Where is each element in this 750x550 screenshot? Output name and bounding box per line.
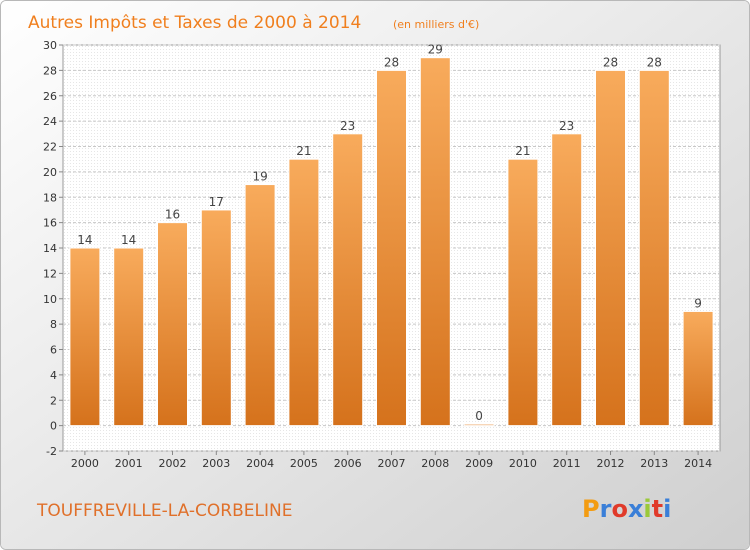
y-tick-label: 24: [43, 115, 57, 128]
logo-letter: i: [643, 495, 651, 523]
data-label: 16: [165, 208, 180, 222]
bar: [157, 222, 188, 427]
x-tick-label: 2010: [509, 457, 537, 470]
logo-letter: r: [600, 495, 612, 523]
data-label: 17: [209, 195, 224, 209]
chart-unit: (en milliers d'€): [393, 18, 479, 31]
y-tick-label: 2: [50, 394, 57, 407]
y-tick-label: 20: [43, 166, 57, 179]
bar: [69, 247, 101, 427]
bar: [551, 133, 583, 427]
x-tick-label: 2004: [246, 457, 274, 470]
bar: [638, 69, 670, 427]
bar: [244, 184, 276, 427]
bar: [507, 158, 539, 427]
data-label: 21: [296, 144, 311, 158]
data-label: 9: [694, 296, 702, 310]
data-label: 19: [252, 170, 267, 184]
bar: [463, 423, 495, 427]
logo-letter: x: [628, 495, 644, 523]
x-tick-label: 2012: [597, 457, 625, 470]
data-label: 21: [515, 144, 530, 158]
bar: [113, 247, 145, 427]
y-tick-label: 26: [43, 90, 57, 103]
bar: [200, 209, 232, 427]
y-tick-label: 10: [43, 293, 57, 306]
x-tick-label: 2005: [290, 457, 318, 470]
data-label: 28: [603, 55, 618, 69]
data-label: 28: [384, 55, 399, 69]
data-label: 28: [647, 55, 662, 69]
y-tick-label: 14: [43, 242, 57, 255]
data-label: 14: [77, 233, 92, 247]
commune-name: TOUFFREVILLE-LA-CORBELINE: [36, 501, 292, 521]
y-tick-label: 18: [43, 191, 57, 204]
logo-letter: o: [611, 495, 628, 523]
x-tick-label: 2008: [421, 457, 449, 470]
data-label: 23: [559, 119, 574, 133]
bar: [419, 57, 451, 427]
x-tick-label: 2014: [684, 457, 712, 470]
chart-title: Autres Impôts et Taxes de 2000 à 2014: [28, 13, 361, 33]
bar: [376, 69, 407, 427]
x-tick-label: 2013: [640, 457, 668, 470]
y-tick-label: -2: [46, 445, 57, 458]
y-tick-label: 8: [50, 318, 57, 331]
data-label: 0: [475, 409, 483, 423]
y-tick-label: 12: [43, 267, 57, 280]
y-tick-label: 4: [50, 369, 57, 382]
logo-letter: t: [652, 495, 663, 523]
x-tick-label: 2003: [202, 457, 230, 470]
bar: [288, 158, 320, 427]
y-tick-label: 28: [43, 64, 57, 77]
y-tick-label: 6: [50, 344, 57, 357]
y-tick-label: 22: [43, 141, 57, 154]
x-axis: 2000 2001 2002 2003 2004 2005 2006 2007 2008 2009…: [71, 451, 712, 470]
bar: [332, 133, 364, 427]
x-tick-label: 2011: [553, 457, 581, 470]
x-tick-label: 2000: [71, 457, 99, 470]
bars: 14 14 16 17 19 21 23 28 29 0 21 23 28 28 9: [69, 43, 714, 427]
proxiti-logo: Proxiti: [582, 495, 671, 523]
bar: [682, 310, 714, 427]
x-tick-label: 2006: [334, 457, 362, 470]
data-label: 23: [340, 119, 355, 133]
bar: [595, 69, 626, 427]
y-tick-label: 16: [43, 217, 57, 230]
x-tick-label: 2009: [465, 457, 493, 470]
logo-letter: P: [582, 495, 600, 523]
y-tick-label: 0: [50, 420, 57, 433]
x-tick-label: 2001: [115, 457, 143, 470]
logo-letter: i: [663, 495, 671, 523]
x-tick-label: 2002: [159, 457, 187, 470]
data-label: 29: [428, 43, 443, 57]
data-label: 14: [121, 233, 136, 247]
y-tick-label: 30: [43, 39, 57, 52]
x-tick-label: 2007: [378, 457, 406, 470]
